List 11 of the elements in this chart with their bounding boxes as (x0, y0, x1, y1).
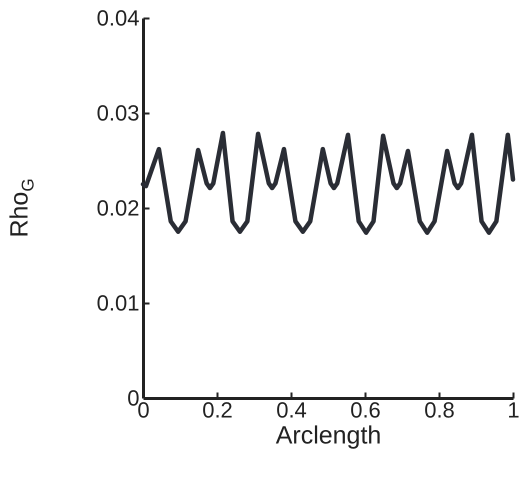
y-tick-label: 0.03 (96, 100, 140, 126)
x-tick-label: 0.6 (350, 398, 381, 422)
x-axis-title: Arclength (276, 422, 382, 450)
line-series (140, 130, 516, 235)
y-tick-label: 0.04 (96, 6, 140, 30)
x-tick-label: 0.4 (276, 398, 307, 422)
x-tick-label: 0.2 (202, 398, 233, 422)
y-tick-label: 0.02 (96, 196, 140, 220)
y-tick-label: 0.01 (96, 290, 140, 316)
x-tick-label: 1 (507, 398, 520, 422)
x-tick-label: 0.8 (424, 398, 455, 422)
